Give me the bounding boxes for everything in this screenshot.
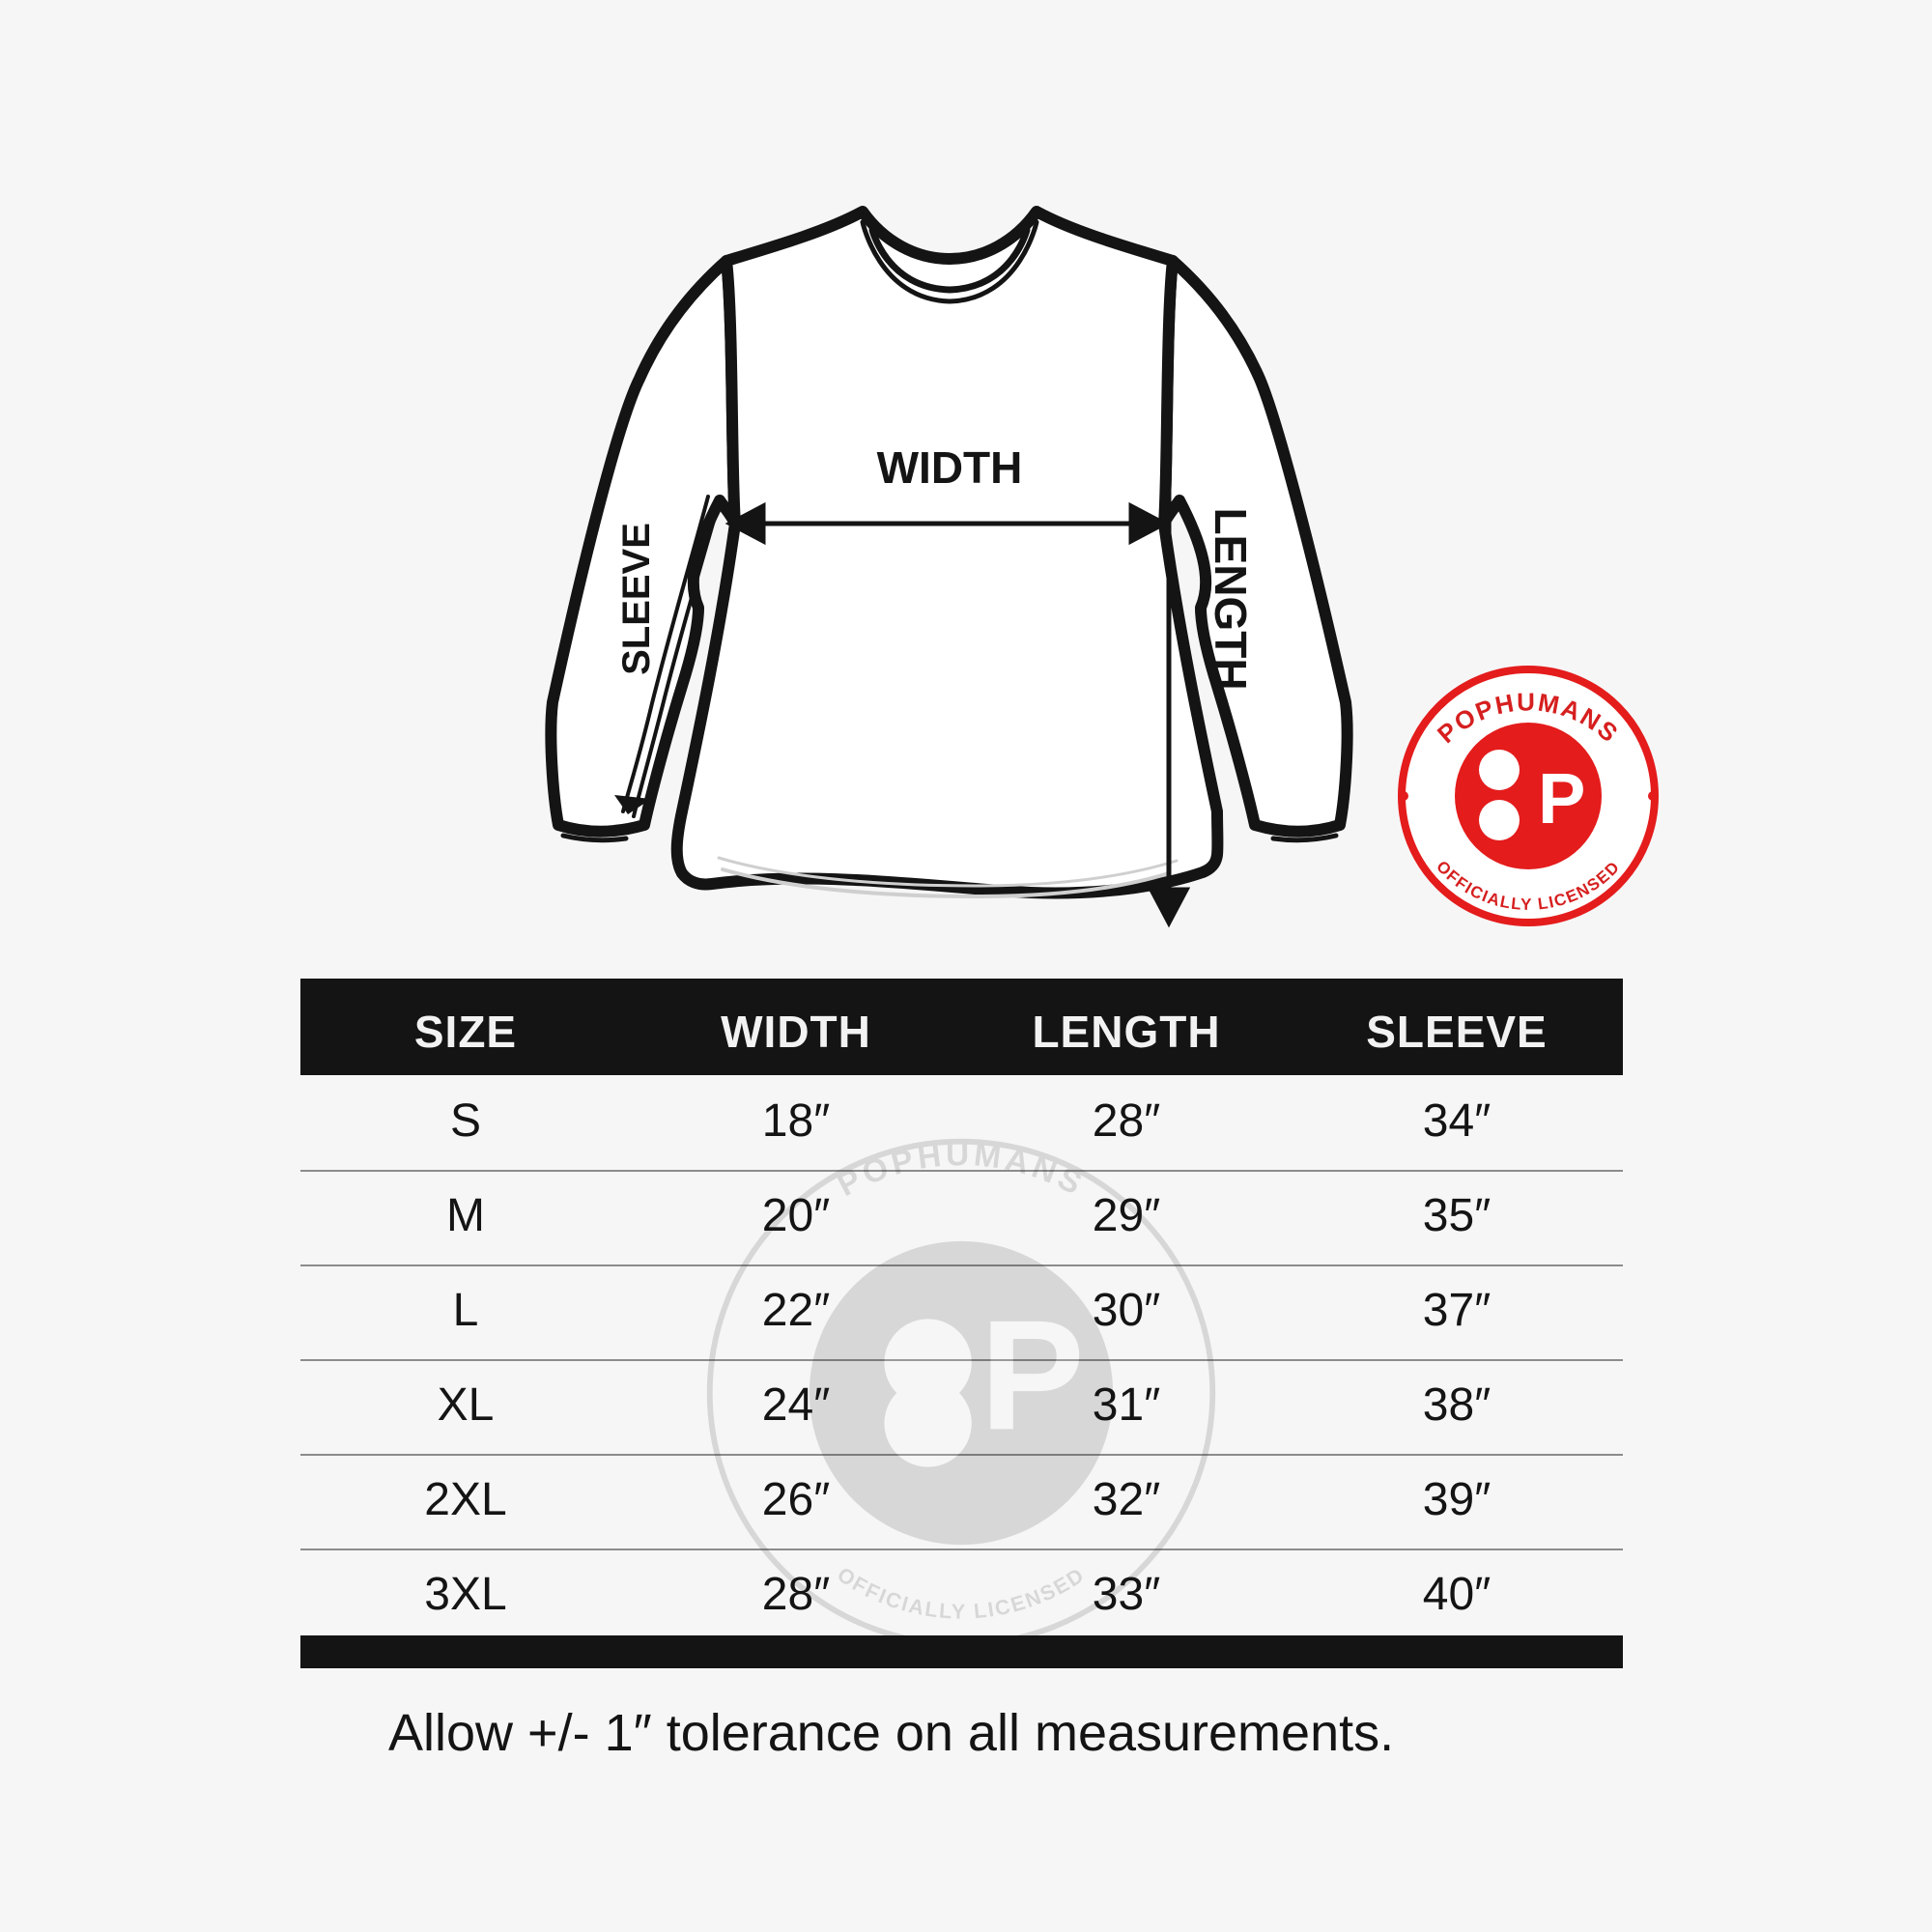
svg-text:POPHUMANS: POPHUMANS <box>832 1137 1091 1204</box>
svg-text:SLEEVE: SLEEVE <box>615 523 658 675</box>
svg-text:P: P <box>1538 758 1585 838</box>
svg-text:WIDTH: WIDTH <box>877 442 1023 493</box>
svg-text:LENGTH: LENGTH <box>1206 507 1256 690</box>
svg-text:OFFICIALLY LICENSED: OFFICIALLY LICENSED <box>833 1562 1089 1624</box>
svg-text:P: P <box>980 1288 1085 1463</box>
